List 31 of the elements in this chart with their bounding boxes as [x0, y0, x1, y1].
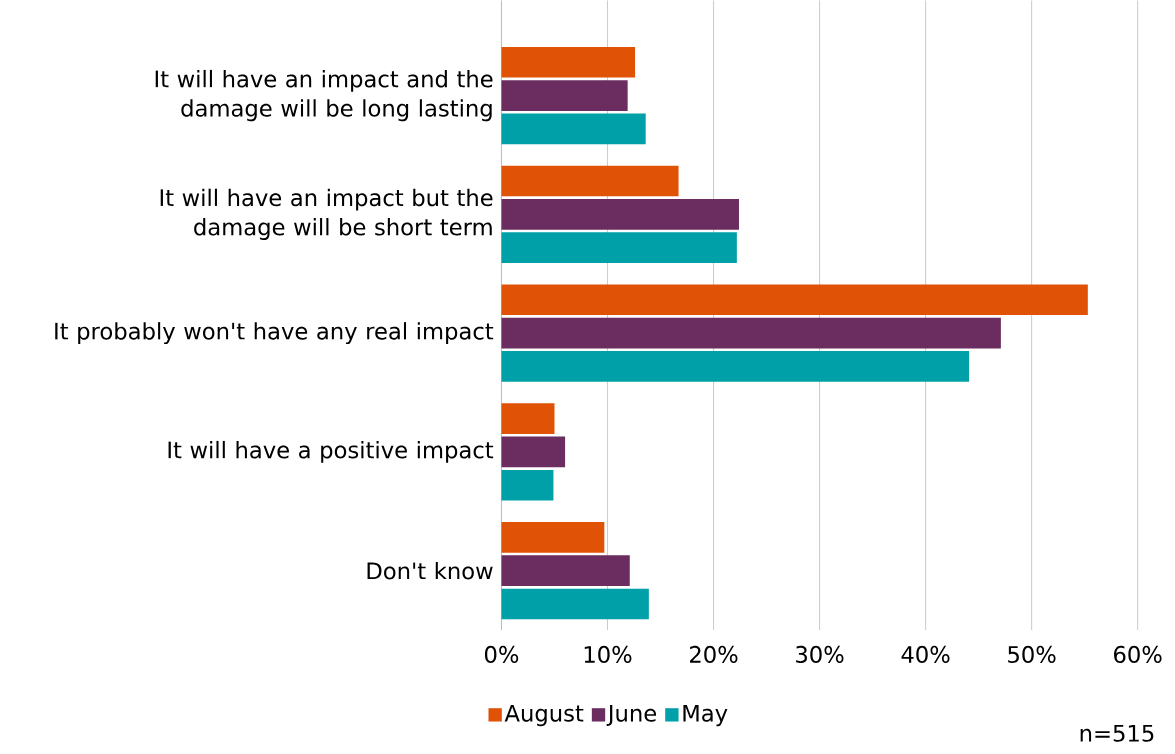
y-tick-label: It will have an impact and the damage will be long lasting: [155, 69, 493, 122]
legend-label: May: [683, 704, 728, 727]
x-tick-label: 10%: [584, 645, 632, 663]
bar: [501, 521, 605, 553]
bar: [501, 198, 739, 230]
bar: [501, 232, 737, 263]
bar: [501, 469, 554, 501]
bar: [501, 403, 555, 434]
bar: [501, 113, 646, 145]
bar: [501, 317, 1001, 349]
x-tick-label: 40%: [901, 645, 950, 663]
bar: [501, 284, 1088, 316]
bar: [501, 165, 679, 197]
x-tick-label: 30%: [796, 645, 844, 663]
bar: [501, 588, 649, 620]
bar: [501, 436, 566, 468]
legend-label: August: [504, 704, 584, 727]
legend-label: June: [606, 704, 657, 726]
x-tick-label: 20%: [689, 645, 738, 663]
bar: [501, 46, 636, 78]
y-tick-label: It probably won't have any real impact: [55, 322, 494, 345]
x-tick-label: 60%: [1114, 645, 1162, 663]
y-tick-label: Don't know: [367, 561, 493, 580]
bar: [501, 351, 970, 382]
y-tick-label: It will have a positive impact: [168, 440, 494, 463]
x-tick-label: 0%: [484, 645, 519, 663]
y-tick-label: It will have an impact but the damage will be short term: [160, 188, 493, 240]
x-tick-label: 50%: [1008, 645, 1056, 663]
text: n=515: [1080, 724, 1154, 742]
bar: [501, 80, 628, 111]
bar: [501, 555, 630, 586]
